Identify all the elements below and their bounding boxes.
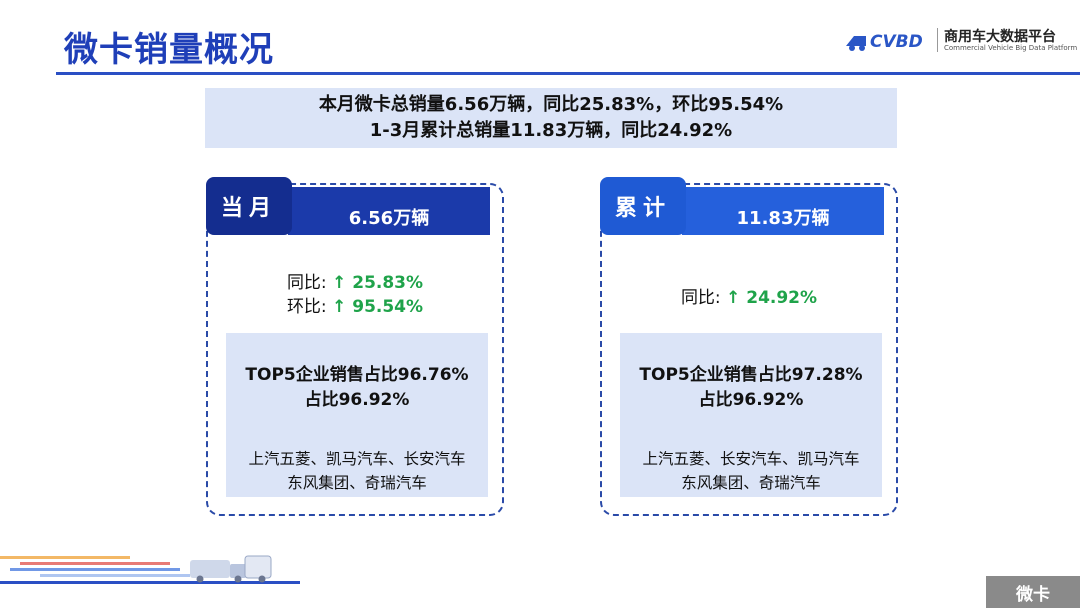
monthly-top5-panel: TOP5企业销售占比96.76% 占比96.92% 上汽五菱、凯马汽车、长安汽车…	[226, 333, 488, 497]
cumulative-tag: 累计	[600, 177, 686, 235]
cumulative-companies: 上汽五菱、长安汽车、凯马汽车 东风集团、奇瑞汽车	[620, 447, 882, 495]
monthly-companies-line-1: 上汽五菱、凯马汽车、长安汽车	[248, 450, 466, 468]
monthly-growth: 同比: ↑ 25.83% 环比: ↑ 95.54%	[208, 271, 502, 319]
title-divider	[56, 72, 1080, 75]
cumulative-yoy-label: 同比:	[680, 288, 721, 308]
cumulative-top5: TOP5企业销售占比97.28% 占比96.92%	[620, 363, 882, 413]
cumulative-growth: 同比: ↑ 24.92%	[602, 286, 896, 310]
monthly-yoy-label: 同比:	[286, 273, 327, 293]
summary-line-2: 1-3月累计总销量11.83万辆，同比24.92%	[369, 120, 733, 141]
trucks-illustration-icon	[0, 555, 300, 584]
monthly-yoy-value: ↑ 25.83%	[332, 273, 424, 293]
cumulative-top5-line-2: 占比96.92%	[698, 390, 804, 410]
monthly-mom: 环比: ↑ 95.54%	[208, 295, 502, 319]
cumulative-yoy: 同比: ↑ 24.92%	[602, 286, 896, 310]
cumulative-top5-panel: TOP5企业销售占比97.28% 占比96.92% 上汽五菱、长安汽车、凯马汽车…	[620, 333, 882, 497]
cumulative-card: 累计 11.83万辆 同比: ↑ 24.92% TOP5企业销售占比97.28%…	[600, 177, 898, 516]
cumulative-companies-line-2: 东风集团、奇瑞汽车	[681, 474, 821, 492]
page-title: 微卡销量概况	[64, 30, 274, 70]
monthly-mom-label: 环比:	[286, 297, 327, 317]
cumulative-yoy-value: ↑ 24.92%	[726, 288, 818, 308]
summary-box: 本月微卡总销量6.56万辆，同比25.83%，环比95.54% 1-3月累计总销…	[205, 88, 897, 148]
monthly-mom-value: ↑ 95.54%	[332, 297, 424, 317]
cumulative-top5-line-1: TOP5企业销售占比97.28%	[639, 365, 863, 385]
svg-text:CVBD: CVBD	[870, 32, 923, 52]
cumulative-companies-line-1: 上汽五菱、长安汽车、凯马汽车	[642, 450, 860, 468]
monthly-companies: 上汽五菱、凯马汽车、长安汽车 东风集团、奇瑞汽车	[226, 447, 488, 495]
logo-subtitle: Commercial Vehicle Big Data Platform	[944, 44, 1078, 52]
section-tag: 微卡	[986, 576, 1080, 608]
monthly-top5-line-1: TOP5企业销售占比96.76%	[245, 365, 469, 385]
summary-line-1: 本月微卡总销量6.56万辆，同比25.83%，环比95.54%	[318, 94, 784, 115]
monthly-volume: 6.56万辆	[288, 187, 490, 235]
monthly-yoy: 同比: ↑ 25.83%	[208, 271, 502, 295]
monthly-top5: TOP5企业销售占比96.76% 占比96.92%	[226, 363, 488, 413]
logo-separator	[937, 28, 938, 52]
truck-logo-icon: CVBD	[846, 32, 923, 52]
monthly-top5-line-2: 占比96.92%	[304, 390, 410, 410]
monthly-companies-line-2: 东风集团、奇瑞汽车	[287, 474, 427, 492]
monthly-tag: 当月	[206, 177, 292, 235]
logo-title: 商用车大数据平台	[944, 29, 1056, 45]
platform-logo: CVBD 商用车大数据平台 Commercial Vehicle Big Dat…	[844, 24, 1078, 56]
monthly-card: 当月 6.56万辆 同比: ↑ 25.83% 环比: ↑ 95.54% TOP5…	[206, 177, 504, 516]
cumulative-volume: 11.83万辆	[682, 187, 884, 235]
